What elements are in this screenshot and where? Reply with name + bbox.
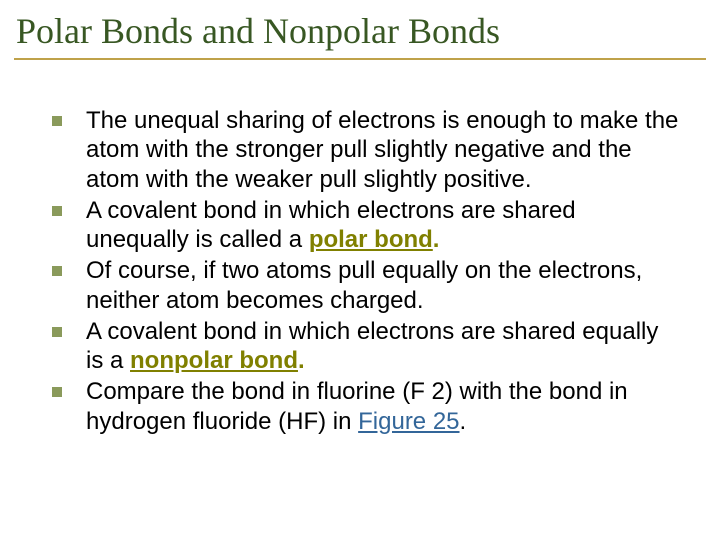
square-bullet-icon: [52, 327, 62, 337]
slide: Polar Bonds and Nonpolar Bonds The unequ…: [0, 10, 720, 540]
bullet-text: Compare the bond in fluorine (F 2) with …: [86, 377, 680, 436]
list-item: The unequal sharing of electrons is enou…: [52, 106, 680, 194]
list-item: Compare the bond in fluorine (F 2) with …: [52, 377, 680, 436]
text-run: Of course, if two atoms pull equally on …: [86, 257, 642, 313]
bullet-text: A covalent bond in which electrons are s…: [86, 317, 680, 376]
title-underline: Polar Bonds and Nonpolar Bonds: [14, 10, 706, 60]
square-bullet-icon: [52, 387, 62, 397]
text-run: .: [298, 347, 305, 374]
text-run: The unequal sharing of electrons is enou…: [86, 107, 678, 193]
text-run: polar bond: [309, 226, 433, 253]
list-item: Of course, if two atoms pull equally on …: [52, 256, 680, 315]
bullet-text: A covalent bond in which electrons are s…: [86, 196, 680, 255]
bullet-list: The unequal sharing of electrons is enou…: [52, 106, 680, 436]
slide-title: Polar Bonds and Nonpolar Bonds: [14, 10, 706, 52]
text-run: Figure 25: [358, 408, 459, 435]
square-bullet-icon: [52, 266, 62, 276]
bullet-text: The unequal sharing of electrons is enou…: [86, 106, 680, 194]
bullet-text: Of course, if two atoms pull equally on …: [86, 256, 680, 315]
list-item: A covalent bond in which electrons are s…: [52, 196, 680, 255]
list-item: A covalent bond in which electrons are s…: [52, 317, 680, 376]
square-bullet-icon: [52, 206, 62, 216]
square-bullet-icon: [52, 116, 62, 126]
text-run: Compare the bond in fluorine (F 2) with …: [86, 378, 628, 434]
text-run: .: [460, 408, 467, 435]
text-run: .: [433, 226, 440, 253]
text-run: nonpolar bond: [130, 347, 298, 374]
slide-content: The unequal sharing of electrons is enou…: [0, 60, 720, 436]
